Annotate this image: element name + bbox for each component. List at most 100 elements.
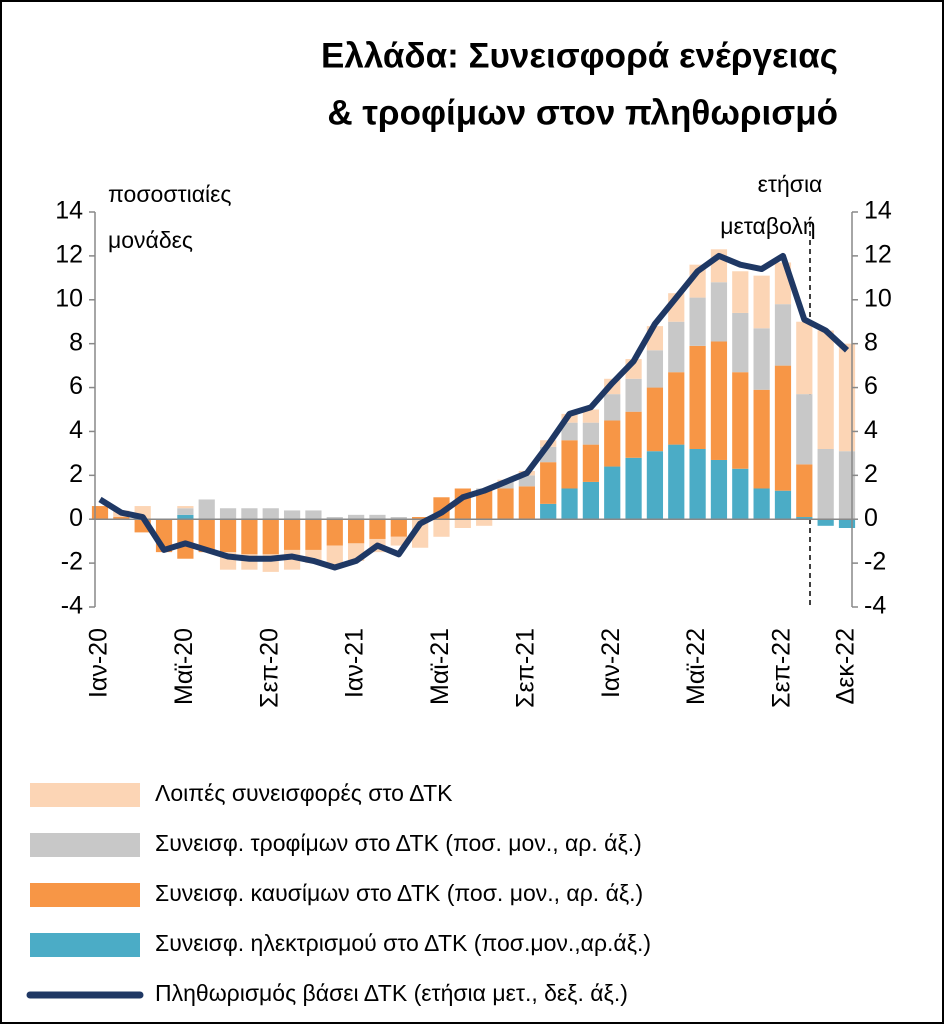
bar <box>305 510 322 520</box>
y2-tick-label: -4 <box>864 592 886 620</box>
y-tick-label: 8 <box>69 328 83 356</box>
legend-label: Πληθωρισμός βάσει ΔΤΚ (ετήσια μετ., δεξ.… <box>155 980 628 1006</box>
bar <box>305 519 322 550</box>
legend-label: Συνεισφ. ηλεκτρισμού στο ΔΤΚ (ποσ.μον.,α… <box>155 930 651 956</box>
chart-title: & τροφίμων στον πληθωρισμό <box>327 93 838 132</box>
x-tick-label: Μαϊ-20 <box>170 628 198 705</box>
bar <box>689 297 706 346</box>
bar <box>796 394 813 465</box>
bar <box>348 519 365 544</box>
bar <box>838 343 856 452</box>
y2-tick-label: -2 <box>864 548 886 576</box>
bar <box>582 444 599 482</box>
y-tick-label: 4 <box>69 416 83 444</box>
y2-axis-label: μεταβολή <box>720 213 815 239</box>
bar <box>582 409 599 423</box>
bar <box>326 545 343 566</box>
y-axis-label: ποσοστιαίες <box>108 181 231 207</box>
bar <box>732 271 749 313</box>
bar <box>710 282 728 342</box>
bar <box>838 451 856 520</box>
bar <box>668 372 685 445</box>
bar <box>390 517 407 520</box>
x-tick-label: Σεπ-22 <box>768 628 796 708</box>
y2-tick-label: 6 <box>864 372 878 400</box>
y2-tick-label: 4 <box>864 416 878 444</box>
bar <box>561 488 578 520</box>
bar <box>646 387 664 452</box>
bar <box>497 488 514 520</box>
y2-tick-label: 14 <box>864 197 892 225</box>
bar <box>732 468 749 520</box>
y2-axis-label: ετήσια <box>758 171 823 197</box>
bar <box>689 449 706 520</box>
y2-tick-label: 10 <box>864 284 892 312</box>
y-tick-label: -4 <box>61 592 83 620</box>
bar <box>710 459 728 520</box>
bar <box>518 486 535 520</box>
bar <box>113 517 130 520</box>
bar <box>390 519 407 537</box>
bar <box>646 350 664 388</box>
legend-label: Συνεισφ. καυσίμων στο ΔΤΚ (ποσ. μον., αρ… <box>155 880 643 906</box>
bar <box>177 514 194 520</box>
bar <box>689 345 706 449</box>
bar <box>262 519 279 555</box>
bar <box>625 378 642 412</box>
y2-tick-label: 8 <box>864 328 878 356</box>
bar <box>561 422 578 441</box>
bar <box>774 365 792 491</box>
bar <box>817 449 834 520</box>
bar <box>283 510 301 520</box>
bar <box>646 451 664 520</box>
bar <box>604 420 621 467</box>
bar <box>774 490 792 520</box>
legend-label: Λοιπές συνεισφορές στο ΔΤΚ <box>155 780 453 806</box>
bar <box>796 464 813 518</box>
bar <box>177 519 194 559</box>
bar <box>732 372 749 469</box>
x-tick-label: Δεκ-22 <box>832 628 860 704</box>
bar <box>433 519 450 537</box>
bar <box>219 519 237 553</box>
bar <box>518 475 535 487</box>
legend-swatch <box>30 933 140 957</box>
bar <box>326 519 343 546</box>
x-tick-label: Μαϊ-21 <box>426 628 454 705</box>
y-tick-label: 12 <box>55 240 83 268</box>
bar <box>476 490 493 520</box>
bar <box>241 519 258 555</box>
chart-title: Ελλάδα: Συνεισφορά ενέργειας <box>321 36 838 75</box>
legend-label: Συνεισφ. τροφίμων στο ΔΤΚ (ποσ. μον., αρ… <box>155 830 642 856</box>
bar <box>817 519 834 526</box>
y2-tick-label: 12 <box>864 240 892 268</box>
bar <box>604 394 621 421</box>
legend-swatch <box>30 833 140 857</box>
bar <box>604 466 621 520</box>
bar <box>219 508 237 520</box>
bar <box>476 519 493 526</box>
y2-tick-label: 0 <box>864 504 878 532</box>
y-tick-label: 2 <box>69 460 83 488</box>
legend-swatch <box>30 883 140 907</box>
bar <box>561 440 578 489</box>
y-tick-label: 14 <box>55 197 83 225</box>
bar <box>796 321 813 395</box>
y-tick-label: 0 <box>69 504 83 532</box>
x-tick-label: Μαϊ-22 <box>682 628 710 705</box>
bar <box>540 462 557 504</box>
bar <box>326 517 343 520</box>
bar <box>177 506 194 509</box>
x-tick-label: Σεπ-20 <box>255 628 283 708</box>
y-tick-label: 6 <box>69 372 83 400</box>
bar <box>838 519 856 528</box>
bar <box>497 481 514 489</box>
bar <box>369 519 386 539</box>
bar <box>198 519 215 553</box>
bar <box>774 304 792 366</box>
bar <box>753 328 770 390</box>
bar <box>412 517 429 520</box>
bar <box>582 481 599 520</box>
